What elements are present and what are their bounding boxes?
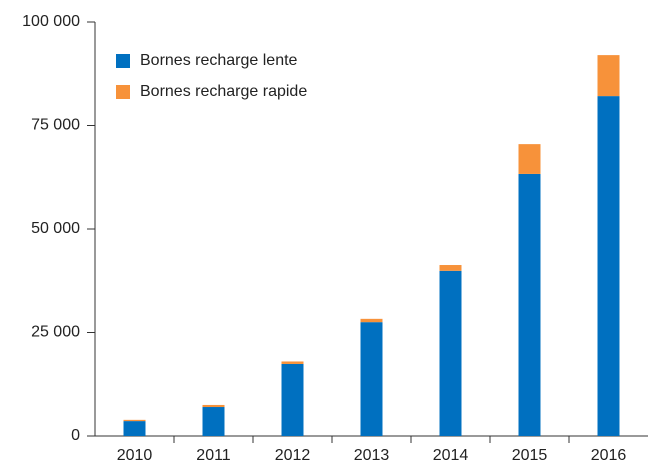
bar [518, 173, 541, 437]
bar [281, 363, 304, 436]
x-tick-label: 2016 [591, 447, 627, 464]
y-tick-label: 50 000 [31, 220, 80, 237]
y-tick-label: 25 000 [31, 324, 80, 341]
legend-swatch [116, 54, 130, 68]
bar [202, 407, 225, 436]
bar [597, 55, 620, 97]
x-tick-label: 2012 [275, 447, 311, 464]
y-tick-label: 0 [71, 427, 80, 444]
bar [202, 404, 225, 408]
x-tick-label: 2015 [512, 447, 548, 464]
bar [123, 421, 146, 436]
legend-label: Bornes recharge rapide [140, 83, 307, 100]
bar [281, 361, 304, 364]
y-tick-label: 75 000 [31, 117, 80, 134]
legend-swatch [116, 85, 130, 99]
bar [360, 322, 383, 436]
x-tick-label: 2013 [354, 447, 390, 464]
y-tick-label: 100 000 [22, 13, 80, 30]
x-tick-label: 2011 [196, 447, 231, 464]
x-tick-label: 2014 [433, 447, 469, 464]
bar [597, 96, 620, 436]
bar [439, 265, 462, 271]
x-tick-label: 2010 [117, 447, 153, 464]
bar [360, 318, 383, 323]
bar [439, 270, 462, 436]
legend-label: Bornes recharge lente [140, 52, 298, 69]
bar [518, 144, 541, 174]
bar [123, 419, 146, 422]
